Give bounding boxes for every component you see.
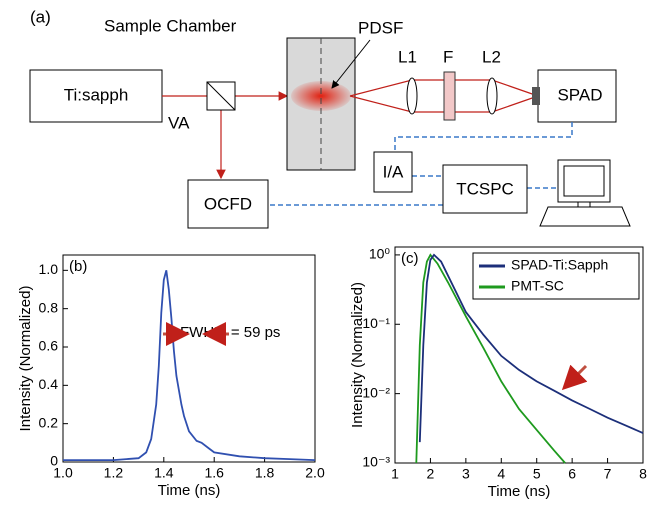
label: L2 [482,47,501,66]
x-tick-label: 1.8 [255,465,275,481]
y-tick-label: 0.4 [39,376,59,392]
beam-spot [291,81,351,111]
y-tick-label: 10⁰ [369,246,391,262]
pointer [331,39,371,89]
computer-icon [539,159,631,227]
label: Ti:sapph [64,85,129,104]
label: TCSPC [456,179,514,198]
annotation: FWHM = 59 ps [180,324,280,341]
data-line [63,270,316,461]
x-tick-label: 1.2 [104,465,124,481]
x-tick-label: 1.4 [154,465,174,481]
y-tick-label: 10⁻² [362,384,390,400]
legend-label: PMT-SC [511,278,564,294]
filter [443,71,456,121]
y-axis-label: Intensity (Normalized) [17,286,34,432]
x-tick-label: 7 [604,466,612,482]
y-tick-label: 0.2 [39,414,59,430]
x-tick-label: 3 [462,466,470,482]
lens [486,77,498,115]
y-tick-label: 0.6 [39,338,59,354]
x-tick-label: 2.0 [305,465,325,481]
x-tick-label: 1 [391,466,399,482]
label: L1 [398,47,417,66]
panel-label: (b) [69,258,87,275]
y-tick-label: 0.8 [39,299,59,315]
plot-frame [62,254,316,463]
legend-label: SPAD-Ti:Sapph [511,257,608,273]
arrow [561,364,588,391]
y-tick-label: 10⁻¹ [362,315,390,331]
y-axis-label: Intensity (Normalized) [349,282,366,428]
label: VA [168,113,190,132]
x-axis-label: Time (ns) [488,483,551,500]
x-tick-label: 5 [533,466,541,482]
label: OCFD [204,194,252,213]
detector-face [532,87,540,105]
label: I/A [383,162,404,181]
x-tick-label: 1.6 [204,465,224,481]
label: Sample Chamber [104,16,237,35]
discriminator-box [187,179,269,229]
data-line [418,253,644,443]
laser-box [29,69,163,123]
charts: 1.0 1.2 1.4 1.6 1.8 2.0 0 0.2 0.4 0.6 0.8 1.0 Time (… [17,246,647,500]
label: SPAD [557,85,602,104]
panel-label: (c) [401,250,419,267]
plot-frame [394,246,644,464]
setup-diagram: (a) Sample Chamber Ti:sapph VA PDSF L1 F… [29,7,631,229]
counter-box [442,164,528,214]
x-tick-label: 8 [639,466,647,482]
x-tick-label: 1.0 [53,465,73,481]
label: PDSF [358,18,403,37]
x-tick-label: 2 [427,466,435,482]
y-tick-label: 0 [50,453,58,469]
y-tick-label: 1.0 [39,261,59,277]
splitter [206,81,236,111]
legend-box [472,252,640,300]
panel-label: (a) [30,7,51,26]
x-axis-label: Time (ns) [158,482,221,499]
amplifier-box [373,151,413,193]
x-tick-label: 6 [568,466,576,482]
x-tick-label: 4 [497,466,505,482]
lens [406,77,418,115]
y-tick-label: 10⁻³ [362,454,390,470]
label: F [443,47,453,66]
data-line [415,253,566,464]
